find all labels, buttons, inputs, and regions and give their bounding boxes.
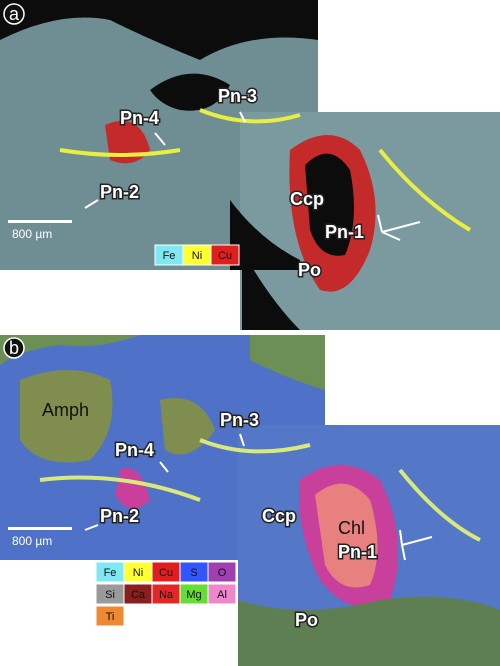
legend-label: Mg — [186, 589, 201, 601]
annotation: Chl — [338, 518, 365, 538]
panel-labels — [3, 3, 25, 359]
legend-label: Ni — [192, 250, 202, 262]
annotation: Pn-3 — [220, 410, 259, 430]
arrows — [84, 111, 433, 561]
annotation: Ccp — [262, 506, 296, 526]
annotation: Pn-2 — [100, 506, 139, 526]
annotation: Pn-4 — [120, 108, 159, 128]
legend-label: Al — [217, 589, 227, 601]
annotation: Pn-2 — [100, 182, 139, 202]
annotation: Amph — [42, 400, 89, 420]
legend-swatch — [95, 605, 125, 627]
annotation: Ccp — [290, 189, 324, 209]
annotation: Pn-3 — [218, 86, 257, 106]
legend-label: S — [190, 567, 197, 579]
legend-label: Si — [105, 589, 115, 601]
legend-label: Ca — [131, 589, 146, 601]
legend-label: Na — [159, 589, 174, 601]
legend-label: Fe — [163, 250, 176, 262]
scale-bar-label: 800 µm — [12, 534, 52, 548]
panel-b-image — [0, 335, 500, 666]
scale-bar-label: 800 µm — [12, 227, 52, 241]
annotation: Pn-1 — [325, 222, 364, 242]
legend-label: Ni — [133, 567, 143, 579]
scale-bars — [8, 220, 72, 530]
annotation: Pn-4 — [115, 440, 154, 460]
legend-label: Cu — [159, 567, 173, 579]
legend-label: Fe — [104, 567, 117, 579]
annotation: Po — [298, 260, 321, 280]
annotation: Pn-1 — [338, 542, 377, 562]
legend-label: Cu — [218, 250, 232, 262]
panel-label: a — [9, 4, 20, 24]
annotation: Po — [295, 610, 318, 630]
legend-swatch — [210, 244, 240, 266]
legend-label: O — [218, 567, 227, 579]
panel-label: b — [9, 338, 19, 358]
panel-a-image — [0, 0, 500, 330]
legend-swatch — [207, 583, 237, 605]
legend-label: Ti — [106, 611, 115, 623]
legend-swatch — [207, 561, 237, 583]
